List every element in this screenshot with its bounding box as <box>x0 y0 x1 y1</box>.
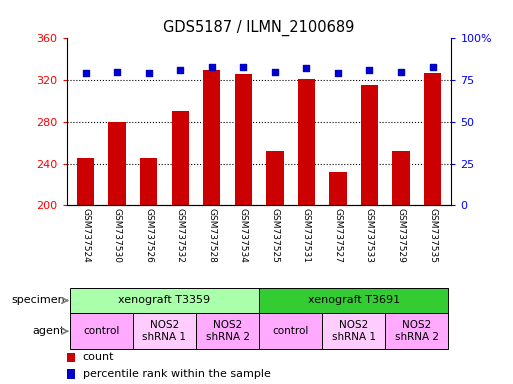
Point <box>334 70 342 76</box>
Bar <box>70 313 133 349</box>
Bar <box>108 122 126 205</box>
Text: control: control <box>83 326 120 336</box>
Point <box>302 65 310 71</box>
Text: percentile rank within the sample: percentile rank within the sample <box>83 369 271 379</box>
Text: agent: agent <box>33 326 65 336</box>
Text: GSM737531: GSM737531 <box>302 208 311 263</box>
Text: count: count <box>83 352 114 362</box>
Text: NOS2
shRNA 1: NOS2 shRNA 1 <box>332 320 376 342</box>
Text: NOS2
shRNA 1: NOS2 shRNA 1 <box>143 320 186 342</box>
Point <box>428 64 437 70</box>
Point <box>239 64 247 70</box>
Text: GSM737529: GSM737529 <box>397 208 405 263</box>
Bar <box>298 79 315 205</box>
Point <box>145 70 153 76</box>
Bar <box>322 313 385 349</box>
Text: GSM737524: GSM737524 <box>81 208 90 263</box>
Bar <box>133 313 196 349</box>
Text: GSM737528: GSM737528 <box>207 208 216 263</box>
Bar <box>424 73 441 205</box>
Text: GSM737533: GSM737533 <box>365 208 374 263</box>
Text: specimen: specimen <box>11 295 65 306</box>
Bar <box>361 85 378 205</box>
Text: GSM737534: GSM737534 <box>239 208 248 263</box>
Bar <box>77 159 94 205</box>
Text: NOS2
shRNA 2: NOS2 shRNA 2 <box>394 320 439 342</box>
Text: GSM737525: GSM737525 <box>270 208 280 263</box>
Point <box>397 69 405 75</box>
Bar <box>67 353 75 362</box>
Title: GDS5187 / ILMN_2100689: GDS5187 / ILMN_2100689 <box>163 20 355 36</box>
Text: GSM737532: GSM737532 <box>176 208 185 263</box>
Bar <box>171 111 189 205</box>
Bar <box>67 369 75 379</box>
Bar <box>329 172 347 205</box>
Bar <box>392 151 410 205</box>
Point <box>208 64 216 70</box>
Point <box>176 67 184 73</box>
Point <box>365 67 373 73</box>
Point <box>113 69 121 75</box>
Bar <box>266 151 284 205</box>
Bar <box>234 74 252 205</box>
Text: xenograft T3359: xenograft T3359 <box>119 295 210 306</box>
Bar <box>70 288 259 313</box>
Bar <box>140 159 157 205</box>
Text: GSM737535: GSM737535 <box>428 208 437 263</box>
Point <box>271 69 279 75</box>
Bar <box>385 313 448 349</box>
Text: GSM737526: GSM737526 <box>144 208 153 263</box>
Text: xenograft T3691: xenograft T3691 <box>308 295 400 306</box>
Bar <box>203 70 221 205</box>
Text: control: control <box>272 326 309 336</box>
Text: GSM737527: GSM737527 <box>333 208 342 263</box>
Text: NOS2
shRNA 2: NOS2 shRNA 2 <box>206 320 249 342</box>
Bar <box>196 313 259 349</box>
Bar <box>259 288 448 313</box>
Bar <box>259 313 322 349</box>
Text: GSM737530: GSM737530 <box>113 208 122 263</box>
Point <box>82 70 90 76</box>
